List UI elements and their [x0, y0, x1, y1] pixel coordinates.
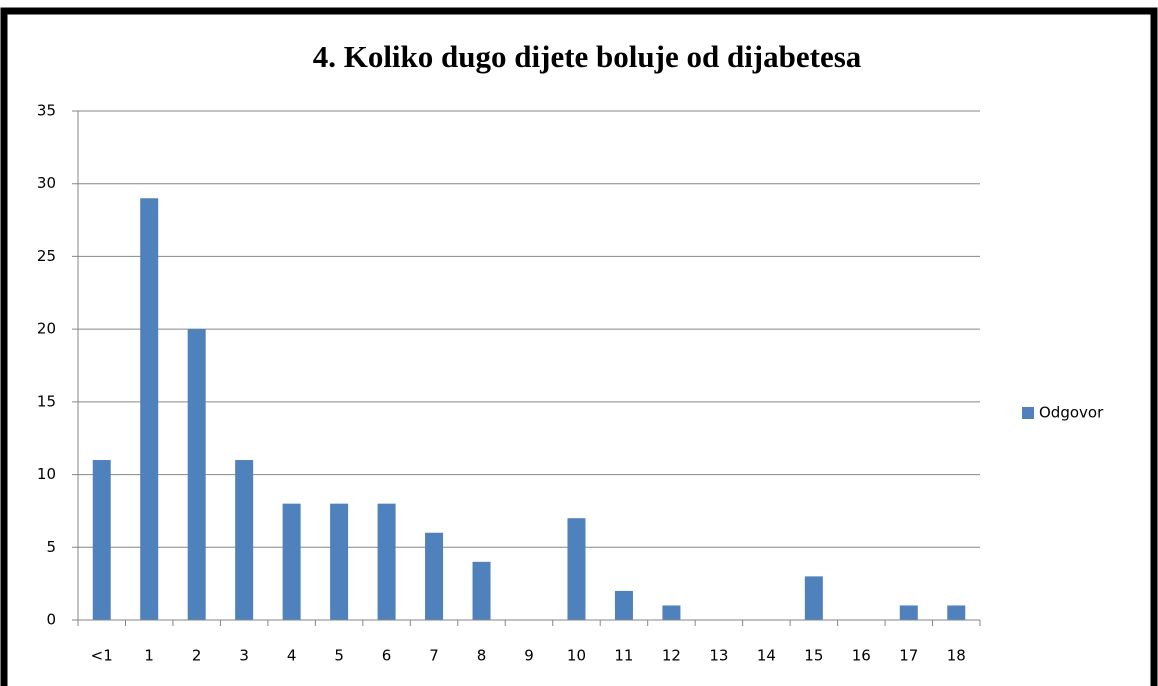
bar	[662, 605, 681, 620]
bar	[804, 576, 823, 620]
bar	[282, 503, 301, 620]
bar	[472, 561, 491, 620]
bar	[330, 503, 349, 620]
x-tick-label: 17	[899, 647, 918, 665]
x-tick-label: 18	[947, 647, 966, 665]
x-tick-label: 16	[852, 647, 871, 665]
bar	[899, 605, 918, 620]
y-tick-label: 10	[37, 465, 56, 483]
x-tick-label: <1	[91, 647, 113, 665]
legend-swatch	[1022, 407, 1034, 419]
bar	[187, 329, 206, 620]
x-tick-label: 11	[614, 647, 633, 665]
x-tick-label: 9	[524, 647, 534, 665]
frame	[0, 7, 1158, 686]
y-tick-label: 35	[37, 102, 56, 120]
x-tick-label: 12	[662, 647, 681, 665]
y-tick-label: 0	[46, 611, 56, 629]
bar	[235, 460, 254, 620]
y-tick-label: 20	[37, 320, 56, 338]
x-tick-label: 1	[144, 647, 154, 665]
x-tick-label: 8	[477, 647, 487, 665]
bar	[377, 503, 396, 620]
x-tick-label: 15	[804, 647, 823, 665]
y-tick-label: 15	[37, 392, 56, 410]
y-tick-label: 5	[46, 538, 56, 556]
bar	[92, 460, 111, 620]
x-tick-label: 7	[429, 647, 439, 665]
x-tick-label: 13	[709, 647, 728, 665]
y-tick-label: 30	[37, 174, 56, 192]
x-tick-label: 2	[192, 647, 202, 665]
chart-title: 4. Koliko dugo dijete boluje od dijabete…	[313, 39, 862, 74]
x-tick-label: 6	[382, 647, 392, 665]
legend-label: Odgovor	[1039, 404, 1104, 422]
x-tick-label: 14	[757, 647, 776, 665]
bar	[425, 532, 444, 620]
x-tick-label: 10	[567, 647, 586, 665]
bar	[567, 518, 586, 620]
y-tick-label: 25	[37, 247, 56, 265]
x-tick-label: 5	[334, 647, 344, 665]
x-tick-label: 4	[287, 647, 297, 665]
bar	[140, 198, 159, 620]
bar	[614, 590, 633, 620]
bar	[947, 605, 966, 620]
x-tick-label: 3	[239, 647, 249, 665]
